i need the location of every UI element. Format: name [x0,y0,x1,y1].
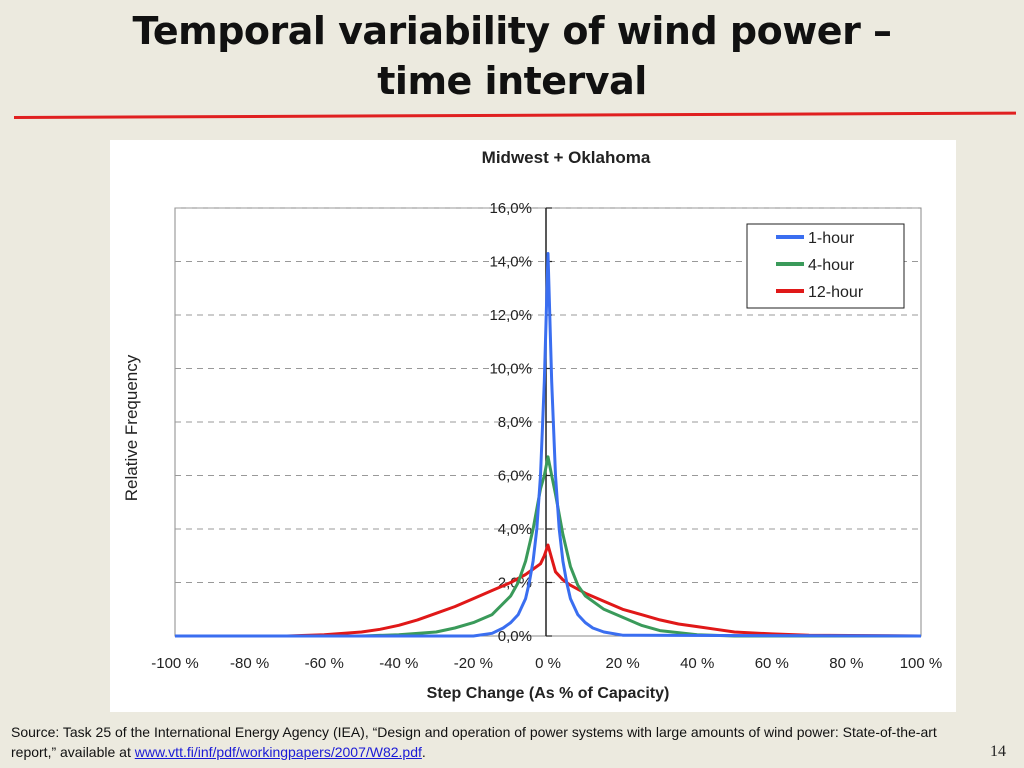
x-tick-label: -100 % [151,655,199,672]
source-link[interactable]: www.vtt.fi/inf/pdf/workingpapers/2007/W8… [134,744,422,760]
slide-title-line-1: Temporal variability of wind power – [132,9,892,53]
source-citation-end: . [421,744,426,760]
series-line-4-hour [175,455,921,638]
chart-legend: 1-hour 4-hour 12-hour [746,223,905,309]
y-tick-label: 16,0% [489,200,532,217]
legend-box [746,223,905,309]
y-tick-label: 12,0% [489,307,532,324]
page-number: 14 [990,743,1006,760]
y-tick-label: 14,0% [489,254,532,271]
y-tick-label: 4,0% [498,521,532,538]
y-axis-label: Relative Frequency [122,354,141,501]
y-tick-label: 2,0% [498,575,532,592]
x-tick-label: -80 % [230,655,269,672]
x-tick-label: 60 % [755,655,789,672]
x-tick-label: 20 % [605,655,639,672]
x-tick-label: -40 % [379,655,418,672]
legend-label-12-hour: 12-hour [808,284,864,301]
x-tick-label: 40 % [680,655,714,672]
x-tick-label: -20 % [454,655,493,672]
y-tick-label: 6,0% [498,468,532,485]
chart-panel: Midwest + Oklahoma 0,0% 2,0% 4,0% 6,0% 8,0% 1… [110,140,956,712]
step-change-frequency-chart: Midwest + Oklahoma 0,0% 2,0% 4,0% 6,0% 8,0% 1… [122,148,942,702]
series-line-1-hour [175,252,922,638]
series-lines [175,252,922,638]
chart-title: Midwest + Oklahoma [482,148,651,167]
x-tick-label: 0 % [535,655,561,672]
x-axis-ticks: -100 % -80 % -60 % -40 % -20 % 0 % 20 % 40 % 60 … [151,655,942,672]
source-citation-text: Source: Task 25 of the International Ene… [11,724,937,760]
grid-lines [175,207,921,583]
title-underline-rule [13,111,1016,119]
y-axis: 0,0% 2,0% 4,0% 6,0% 8,0% 10,0% 12,0% 14,0% 16,0% [489,200,552,645]
y-tick-label: 10,0% [489,361,532,378]
y-tick-label: 0,0% [498,628,532,645]
x-tick-label: 80 % [829,655,863,672]
legend-label-4-hour: 4-hour [808,257,855,274]
x-tick-label: 100 % [900,655,943,672]
x-axis-label: Step Change (As % of Capacity) [427,685,670,702]
source-citation: Source: Task 25 of the International Ene… [11,722,971,762]
y-tick-label: 8,0% [498,414,532,431]
legend-label-1-hour: 1-hour [808,230,855,247]
slide-title: Temporal variability of wind power – tim… [0,6,1024,106]
slide-title-line-2: time interval [377,59,647,103]
x-tick-label: -60 % [305,655,344,672]
series-line-12-hour [175,543,922,638]
